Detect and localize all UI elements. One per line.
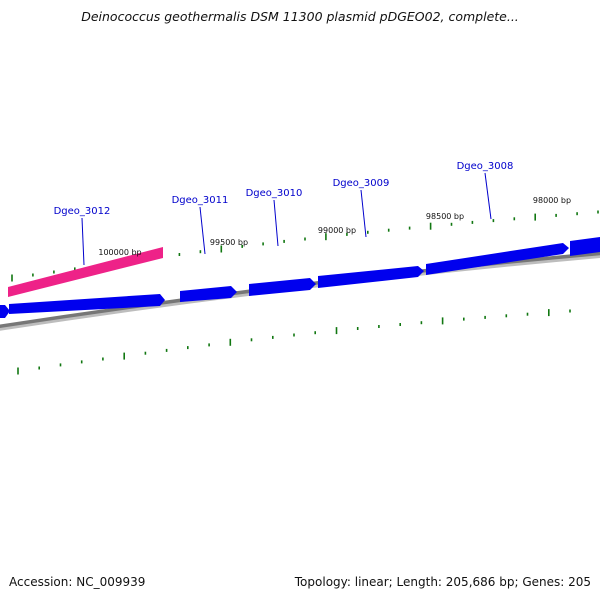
gene-leader-line — [273, 199, 279, 247]
gene-arrow-forward[interactable] — [9, 294, 165, 314]
gene-arrow-forward[interactable] — [180, 286, 237, 302]
gene-arrow-reverse[interactable] — [8, 247, 163, 297]
gene-arrow-left-edge[interactable] — [0, 305, 10, 318]
position-label: 99500 bp — [210, 238, 248, 247]
position-label: 99000 bp — [318, 226, 356, 235]
position-label: 100000 bp — [98, 248, 141, 257]
gene-label[interactable]: Dgeo_3012 — [54, 206, 111, 217]
gene-leader-line — [484, 172, 492, 220]
gene-arrow-forward[interactable] — [426, 243, 569, 275]
gene-label[interactable]: Dgeo_3009 — [333, 178, 390, 189]
position-labels: 100000 bp 99500 bp 99000 bp 98500 bp 98000 b… — [98, 196, 571, 257]
gene-label[interactable]: Dgeo_3008 — [457, 161, 514, 172]
gene-leader-line — [360, 189, 367, 238]
gene-arrow-forward[interactable] — [249, 278, 316, 296]
accession-label: Accession: NC_009939 — [9, 575, 146, 589]
position-label: 98000 bp — [533, 196, 571, 205]
position-ticks-lower — [17, 309, 571, 375]
gene-labels: Dgeo_3012 Dgeo_3011 Dgeo_3010 Dgeo_3009 Dgeo… — [54, 161, 514, 266]
gene-label[interactable]: Dgeo_3010 — [246, 188, 303, 199]
topology-summary: Topology: linear; Length: 205,686 bp; Ge… — [294, 575, 591, 589]
gene-arrow-forward[interactable] — [570, 237, 600, 256]
position-ticks-upper — [11, 210, 599, 282]
gene-leader-line — [199, 206, 206, 255]
gene-arrow-forward[interactable] — [318, 266, 424, 288]
gene-track — [0, 237, 600, 318]
gene-label[interactable]: Dgeo_3011 — [172, 195, 229, 206]
gene-leader-line — [81, 217, 85, 266]
map-title: Deinococcus geothermalis DSM 11300 plasm… — [81, 9, 519, 24]
position-label: 98500 bp — [426, 212, 464, 221]
